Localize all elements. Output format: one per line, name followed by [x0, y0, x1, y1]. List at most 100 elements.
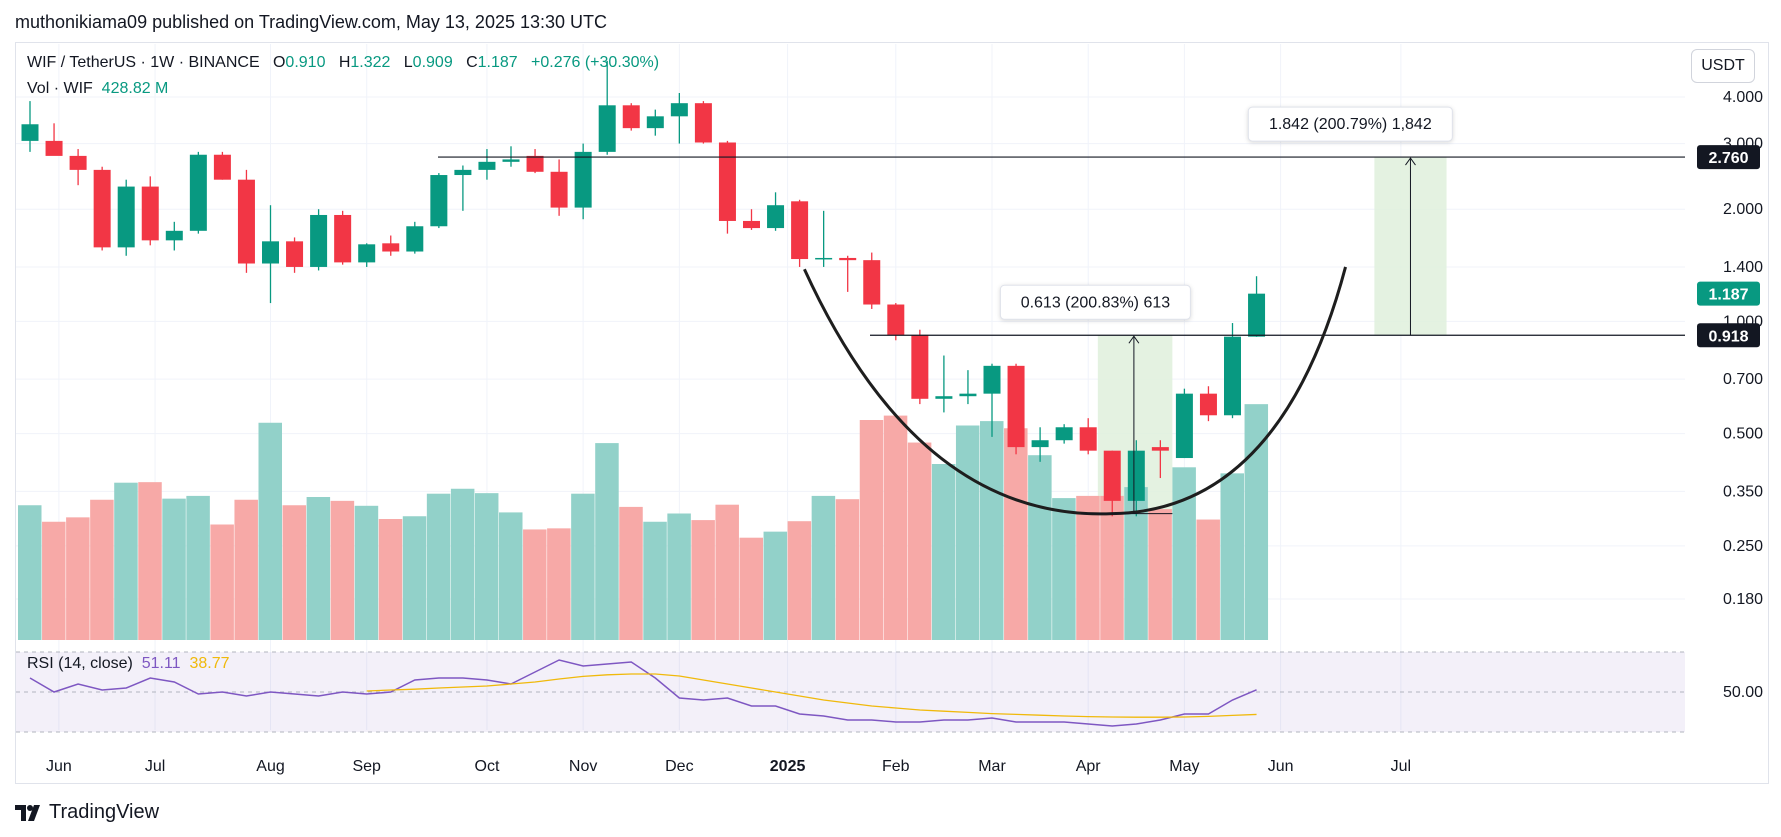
- x-tick-label: Aug: [256, 758, 284, 775]
- x-tick-label: Mar: [978, 758, 1006, 775]
- x-tick-label: Jun: [1268, 758, 1294, 775]
- close-label: C: [466, 54, 478, 71]
- x-tick-label: 2025: [770, 758, 806, 775]
- candle-body: [189, 154, 207, 231]
- measure-label-box: [999, 284, 1191, 320]
- candle-body: [863, 260, 881, 305]
- volume-bar: [306, 497, 331, 640]
- candle-body: [1079, 427, 1097, 451]
- volume-bar: [18, 505, 42, 640]
- price-tag-neckline-bg: [1697, 323, 1760, 348]
- y-tick-label: 0.500: [1723, 426, 1763, 443]
- price-tag-resistance-bg: [1697, 145, 1760, 170]
- price-tag-current-bg: [1697, 281, 1760, 306]
- volume-bar: [739, 537, 763, 640]
- price-tag-current: 1.187: [1708, 287, 1748, 304]
- x-tick-label: Apr: [1076, 758, 1102, 775]
- volume-bar: [426, 493, 451, 640]
- x-tick-label: Jun: [46, 758, 72, 775]
- candle-body: [550, 171, 568, 208]
- x-tick-label: Nov: [569, 758, 597, 775]
- candle-body: [334, 214, 352, 263]
- candle-body: [911, 334, 929, 399]
- y-tick-label: 2.000: [1723, 201, 1763, 218]
- candle-body: [815, 257, 833, 260]
- candle-body: [526, 155, 544, 172]
- volume-bar: [402, 516, 427, 640]
- y-tick-label: 0.180: [1723, 591, 1763, 608]
- rsi-value: 51.11: [141, 655, 181, 672]
- candle-body: [262, 241, 279, 264]
- candle-body: [310, 214, 328, 267]
- y-tick-label: 1.400: [1723, 259, 1763, 276]
- candle-body: [1224, 336, 1241, 416]
- tradingview-logo[interactable]: TradingView: [15, 801, 159, 824]
- volume-bar: [330, 500, 355, 640]
- candle-body: [791, 201, 809, 260]
- ohlc-legend: WIF / TetherUS · 1W · BINANCE O0.910 H1.…: [27, 54, 659, 72]
- candle-body: [767, 205, 785, 229]
- measure-label-box: [1247, 106, 1453, 142]
- measure-label: 0.613 (200.83%) 613: [999, 284, 1191, 320]
- candle-body: [1248, 293, 1266, 337]
- volume-bar: [282, 505, 307, 640]
- rsi-label[interactable]: RSI (14, close): [27, 655, 133, 672]
- volume-bar: [1172, 467, 1196, 640]
- x-tick-label: Oct: [475, 758, 500, 775]
- x-tick-label: Jul: [1391, 758, 1411, 775]
- arrow-head: [1405, 157, 1416, 166]
- y-tick-label: 4.000: [1723, 89, 1763, 106]
- candle-body: [406, 226, 424, 252]
- candle-body: [1127, 450, 1145, 501]
- x-tick-label: May: [1169, 758, 1199, 775]
- candle-body: [141, 186, 159, 241]
- volume-bar: [114, 482, 138, 640]
- measure-label-text: 0.613 (200.83%) 613: [1021, 294, 1171, 311]
- publisher-header: muthonikiama09 published on TradingView.…: [15, 12, 608, 32]
- candle-body: [93, 169, 111, 248]
- y-tick-label: 0.350: [1723, 483, 1763, 500]
- change-value: +0.276 (+30.30%): [531, 54, 660, 71]
- close-value: 1.187: [477, 54, 518, 71]
- volume-bar: [258, 422, 282, 640]
- candle-body: [1055, 427, 1073, 441]
- volume-bar: [1076, 495, 1100, 640]
- volume-bar: [162, 498, 186, 640]
- volume-bar: [691, 520, 715, 640]
- candle-body: [718, 142, 736, 221]
- volume-bar: [980, 421, 1004, 640]
- candle-body: [21, 124, 39, 141]
- low-value: 0.909: [412, 54, 453, 71]
- brand-name: TradingView: [49, 801, 160, 823]
- volume-bar: [859, 420, 884, 640]
- candle-body: [213, 154, 231, 180]
- rsi-level-label: 50.00: [1723, 684, 1763, 701]
- volume-bar: [619, 506, 643, 640]
- candle-body: [1175, 393, 1193, 459]
- measure-label: 1.842 (200.79%) 1,842: [1247, 106, 1453, 142]
- chart-frame: [15, 42, 1769, 784]
- volume-bar: [883, 415, 908, 640]
- volume-bar: [90, 499, 114, 640]
- candle-body: [743, 220, 760, 229]
- volume-bar: [1196, 519, 1220, 640]
- volume-bar: [1052, 498, 1076, 640]
- candle-body: [646, 116, 664, 129]
- symbol-label[interactable]: WIF / TetherUS · 1W · BINANCE: [27, 54, 260, 71]
- candle-body: [478, 161, 496, 170]
- volume-bar: [907, 442, 932, 640]
- candle-body: [1199, 393, 1217, 416]
- y-tick-label: 0.250: [1723, 538, 1763, 555]
- currency-button[interactable]: USDT: [1691, 49, 1755, 83]
- candle-body: [358, 244, 376, 263]
- volume-bar: [1148, 509, 1172, 640]
- candle-body: [286, 241, 304, 267]
- volume-label[interactable]: Vol · WIF: [27, 80, 93, 97]
- candle-body: [237, 179, 255, 264]
- rsi-legend: RSI (14, close) 51.11 38.77: [27, 655, 230, 673]
- high-value: 1.322: [350, 54, 391, 71]
- volume-bar: [1124, 487, 1148, 640]
- candle-body: [839, 257, 857, 261]
- volume-bar: [763, 531, 788, 640]
